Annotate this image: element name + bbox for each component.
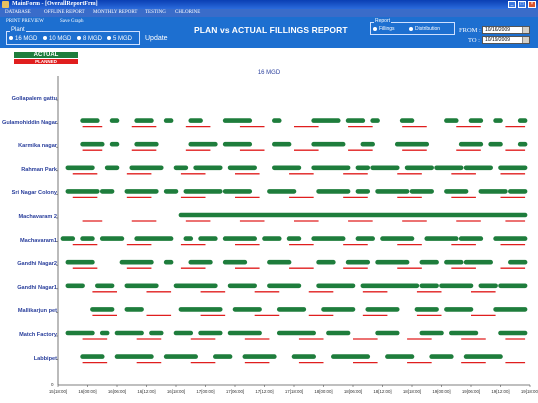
menu-bar: DATABASE OFFLINE REPORT MONTHLY REPORT T… [0, 9, 538, 17]
update-button[interactable]: Update [145, 35, 168, 42]
x-tick-label: 19[00:00] [432, 389, 451, 394]
category-label: Machavaram 2 [18, 214, 57, 220]
x-tick-label: 16[12:00] [137, 389, 156, 394]
to-date-picker[interactable]: 10/19/2009 [482, 36, 530, 44]
from-date-picker[interactable]: 10/16/2009 [482, 26, 530, 34]
x-tick-label: 17[06:00] [225, 389, 245, 394]
report-group [370, 22, 455, 35]
save-graph-button[interactable]: Save Graph [60, 19, 84, 24]
x-tick-label: 15[18:00] [48, 389, 68, 394]
maximize-icon[interactable]: □ [518, 1, 526, 8]
x-tick-label: 16[18:00] [166, 389, 186, 394]
plant-radio-8mgd[interactable]: 8 MGD [77, 36, 102, 42]
legend-planned: PLANNED [14, 59, 78, 64]
radio-icon [77, 36, 81, 41]
from-date-value: 10/16/2009 [485, 27, 511, 33]
close-icon[interactable]: × [528, 1, 536, 8]
legend-actual: ACTUAL [14, 52, 78, 58]
report-title: PLAN vs ACTUAL FILLINGS REPORT [194, 25, 348, 35]
category-label: Labbipet [33, 355, 57, 362]
plant-radio-5mgd[interactable]: 5 MGD [107, 36, 132, 42]
app-icon [2, 1, 9, 8]
x-tick-label: 18[06:00] [343, 389, 363, 394]
radio-icon [107, 36, 111, 41]
y-tick-zero: 0 [51, 382, 54, 387]
category-label: Karmika nagar [18, 143, 57, 150]
menu-testing[interactable]: TESTING [145, 10, 166, 15]
report-radio-fillings[interactable]: Fillings [373, 26, 395, 32]
menu-monthly-report[interactable]: MONTHLY REPORT [93, 10, 138, 15]
radio-icon [9, 36, 13, 41]
menu-chlorine[interactable]: CHLORINE [175, 10, 201, 15]
category-label: Match Factory [19, 332, 57, 338]
radio-icon [43, 36, 47, 41]
report-label: Report [374, 18, 392, 24]
category-label: Rahman Park [21, 166, 57, 173]
category-label: Gollapalem gattu [11, 96, 57, 102]
category-label: Machavaram1 [19, 237, 57, 244]
chart-title: 16 MGD [257, 70, 281, 76]
to-label: TO : [468, 37, 480, 44]
x-tick-label: 19[18:00] [520, 389, 538, 394]
x-tick-label: 18[18:00] [402, 389, 422, 394]
x-tick-label: 16[06:00] [107, 389, 127, 394]
menu-database[interactable]: DATABASE [5, 10, 31, 15]
chevron-down-icon[interactable] [522, 27, 529, 33]
x-tick-label: 18[12:00] [373, 389, 392, 394]
category-label: Mallikarjun pet [17, 308, 57, 315]
radio-icon [373, 26, 377, 31]
x-tick-label: 18[00:00] [314, 389, 333, 394]
category-label: Gulamohiddin Nagar [1, 119, 57, 126]
menu-offline-report[interactable]: OFFLINE REPORT [44, 10, 85, 15]
print-preview-button[interactable]: PRINT PREVIEW [6, 19, 44, 24]
x-tick-label: 17[12:00] [255, 389, 274, 394]
category-label: Sri Nagar Colony [11, 190, 57, 197]
x-tick-label: 16[00:00] [78, 389, 97, 394]
x-tick-label: 19[12:00] [491, 389, 510, 394]
minimize-icon[interactable]: _ [508, 1, 516, 8]
window-titlebar: MainForm - [OverallReportFrm] _ □ × [0, 0, 538, 9]
chevron-down-icon[interactable] [522, 37, 529, 43]
plant-group [6, 31, 140, 45]
x-tick-label: 19[06:00] [461, 389, 481, 394]
category-label: Gandhi Nagar2 [17, 261, 57, 268]
plant-radio-10mgd[interactable]: 10 MGD [43, 36, 71, 42]
x-tick-label: 17[18:00] [284, 389, 304, 394]
window-title: MainForm - [OverallReportFrm] [12, 1, 98, 7]
plant-label: Plant [10, 27, 26, 33]
x-tick-label: 17[00:00] [196, 389, 215, 394]
category-label: Gandhi Nagar1 [17, 284, 57, 291]
to-date-value: 10/19/2009 [485, 37, 511, 43]
plant-radio-16mgd[interactable]: 16 MGD [9, 36, 37, 42]
radio-icon [409, 26, 413, 31]
from-label: FROM : [459, 27, 481, 34]
report-radio-distribution[interactable]: Distribution [409, 26, 440, 32]
